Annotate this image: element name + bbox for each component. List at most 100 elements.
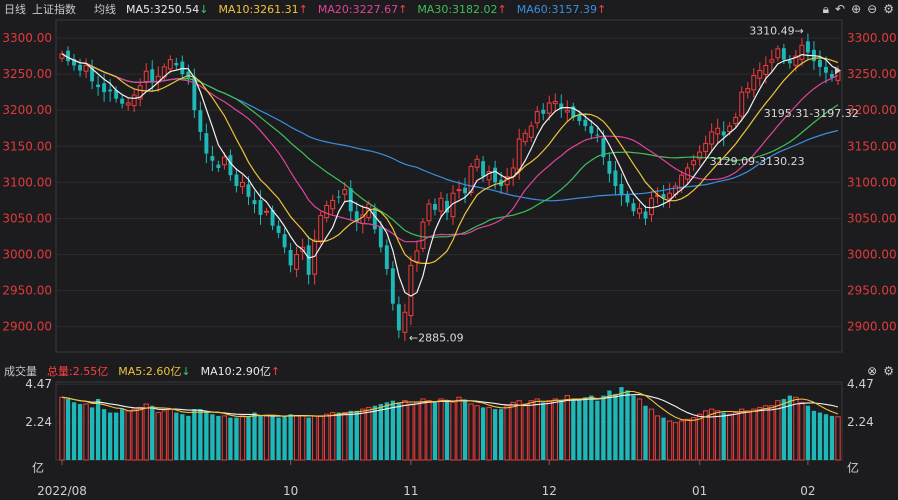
candle-body-up: [330, 199, 336, 210]
volume-bar-down: [444, 400, 450, 460]
volume-total: 总量:2.55亿: [47, 365, 109, 378]
volume-bar-down: [372, 405, 377, 460]
candle-body-up: [679, 174, 685, 190]
settings-icon[interactable]: ⚙: [883, 364, 894, 378]
volume-bar-down: [113, 412, 119, 460]
candle-body-up: [745, 88, 751, 93]
volume-bar-up: [534, 398, 540, 461]
candle-body-up: [420, 221, 426, 249]
candle-body-down: [601, 138, 606, 158]
volume-bar-down: [613, 393, 618, 460]
volume-bar-down: [306, 417, 311, 460]
volume-bar-up: [733, 412, 739, 461]
volume-bar-down: [811, 410, 817, 460]
volume-bar-down: [721, 412, 726, 460]
volume-tick-label-right: 4.47: [847, 377, 874, 391]
volume-bar-up: [125, 410, 131, 461]
index-name: 上证指数: [32, 3, 76, 16]
volume-bar-down: [601, 395, 606, 460]
volume-bar-up: [516, 400, 522, 461]
volume-bar-down: [378, 404, 383, 460]
volume-bar-up: [221, 415, 228, 461]
candle-body-down: [186, 71, 191, 78]
lock-icon[interactable]: 🔒︎: [822, 1, 830, 16]
candle-body-up: [402, 311, 408, 333]
price-tick-label-left: 3300.00: [2, 31, 52, 45]
volume-bar-up: [522, 403, 528, 461]
candle-body-up: [763, 64, 769, 75]
volume-bar-up: [342, 412, 348, 461]
volume-bar-up: [293, 415, 300, 461]
candle-body-up: [324, 204, 330, 219]
price-annotation: 3129.09-3130.23: [710, 155, 805, 168]
period-label[interactable]: 日线: [4, 3, 26, 16]
candle-body-up: [637, 207, 642, 214]
volume-bar-up: [636, 398, 643, 461]
candle-body-up: [468, 166, 474, 194]
volume-bar-up: [793, 396, 799, 461]
volume-tick-label-left: 2.24: [25, 415, 52, 429]
price-tick-label-right: 3100.00: [847, 175, 897, 189]
candle-body-up: [414, 250, 420, 262]
volume-bar-down: [396, 402, 402, 460]
volume-bar-down: [625, 390, 630, 460]
volume-bar-down: [186, 415, 191, 460]
volume-bar-up: [690, 417, 697, 461]
candle-body-up: [294, 254, 300, 270]
volume-bar-down: [336, 412, 341, 460]
volume-bar-down: [210, 414, 215, 460]
volume-bar-down: [805, 405, 811, 460]
volume-bar-down: [119, 409, 125, 460]
volume-bar-down: [276, 417, 281, 460]
candle-body-down: [445, 200, 449, 213]
volume-bar-down: [282, 415, 287, 460]
volume-bar-down: [252, 412, 257, 460]
volume-bar-up: [161, 410, 167, 461]
volume-bar-down: [150, 405, 155, 460]
candle-body-down: [96, 84, 101, 88]
price-tick-label-right: 3000.00: [847, 248, 897, 262]
candle-body-up: [691, 160, 697, 166]
settings-icon[interactable]: ⚙: [883, 2, 894, 16]
zoom-out-icon[interactable]: ⊖: [867, 2, 878, 16]
volume-bar-up: [311, 415, 318, 461]
volume-bar-down: [787, 395, 793, 460]
volume-bar-up: [648, 408, 655, 461]
candle-body-down: [180, 61, 185, 75]
candle-body-down: [433, 204, 437, 210]
volume-bar-down: [204, 412, 209, 460]
volume-bar-up: [83, 403, 89, 461]
candle-body-down: [354, 211, 359, 223]
candle-body-down: [824, 66, 828, 73]
price-tick-label-right: 3050.00: [847, 211, 897, 225]
candle-body-up: [685, 167, 691, 180]
zoom-in-icon[interactable]: ⊕: [851, 2, 862, 16]
volume-bar-up: [450, 401, 456, 461]
candle-body-up: [131, 94, 137, 107]
volume-bar-down: [541, 402, 546, 460]
price-tick-label-right: 3300.00: [847, 31, 897, 45]
candle-body-down: [216, 164, 221, 168]
candle-body-down: [481, 161, 486, 177]
volume-bar-down: [270, 415, 275, 460]
chart-toolbar: 🔒︎ ↶ ⊕ ⊖ ⚙: [823, 0, 894, 18]
candle-body-down: [66, 50, 70, 62]
ma-label[interactable]: 均线: [94, 3, 116, 16]
candle-body-down: [72, 59, 76, 66]
candle-body-up: [137, 85, 143, 100]
volume-tick-label-left: 4.47: [25, 377, 52, 391]
undo-icon[interactable]: ↶: [835, 2, 846, 16]
price-tick-label-left: 3150.00: [2, 139, 52, 153]
price-annotation: 3195.31-3197.32: [764, 107, 859, 120]
close-icon[interactable]: ⊗: [867, 364, 878, 378]
candle-body-down: [583, 119, 588, 127]
volume-unit-left: 亿: [32, 460, 44, 475]
candle-body-down: [781, 48, 786, 60]
volume-bar-down: [258, 415, 263, 460]
volume-bar-down: [384, 402, 390, 460]
volume-bar-down: [559, 400, 564, 460]
candle-body-up: [715, 127, 721, 135]
volume-bar-up: [137, 406, 143, 461]
volume-bar-up: [155, 412, 161, 461]
